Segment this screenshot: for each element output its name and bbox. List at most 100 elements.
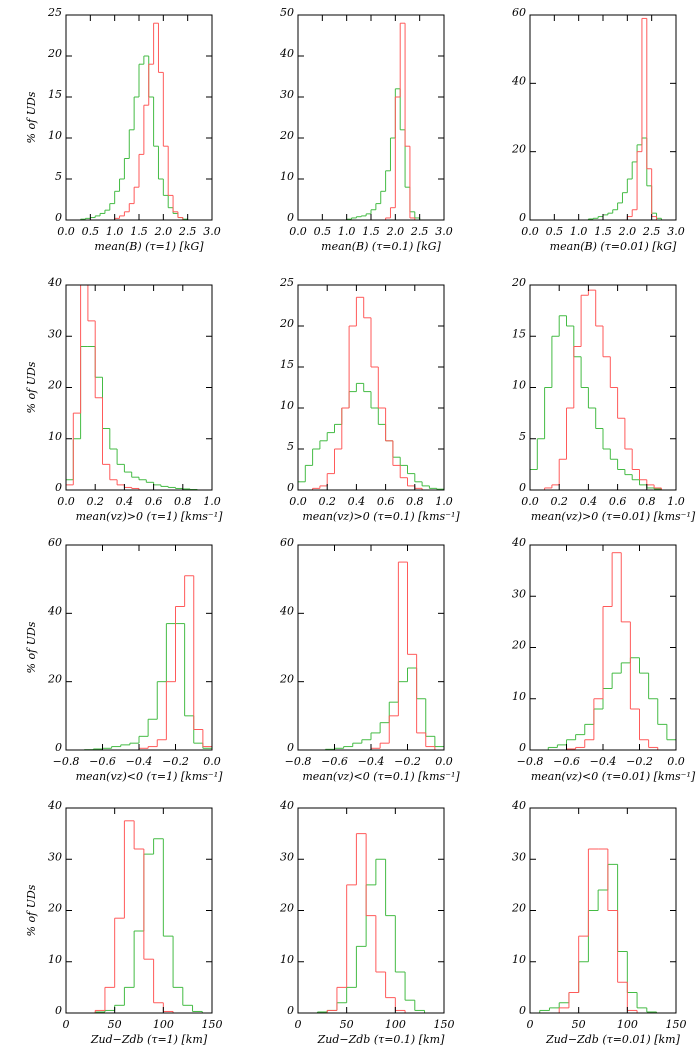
y-tick-label: 20 [279,129,294,142]
x-tick-label: 0.0 [289,495,307,508]
y-tick-label: 20 [279,673,294,686]
x-tick-label: 0.6 [145,495,163,508]
y-tick-label: 15 [280,358,294,371]
y-axis-label: % of UDs [25,884,38,936]
x-tick-label: 2.5 [410,225,429,238]
x-axis-label: mean(vz)>0 (τ=0.1) [kms⁻¹] [302,510,460,523]
y-tick-label: 0 [55,481,62,494]
y-tick-label: 20 [279,902,294,915]
x-axis-label: mean(vz)<0 (τ=0.1) [kms⁻¹] [302,770,460,783]
y-tick-label: 20 [511,143,526,156]
x-tick-label: 0.5 [314,225,332,238]
y-tick-label: 5 [287,440,294,453]
y-tick-label: 15 [48,88,62,101]
y-tick-label: 30 [280,88,294,101]
x-tick-label: 1.5 [362,225,380,238]
y-tick-label: 60 [280,536,294,549]
x-tick-label: −0.2 [162,755,189,768]
x-tick-label: 100 [385,1018,406,1031]
y-tick-label: 30 [512,850,526,863]
x-tick-label: 1.5 [594,225,612,238]
x-tick-label: 0.4 [348,495,366,508]
x-tick-label: −0.6 [321,755,348,768]
x-axis-label: mean(B) (τ=0.01) [kG] [550,240,677,253]
x-tick-label: 1.0 [338,225,356,238]
x-tick-label: 1.0 [435,495,453,508]
y-tick-label: 10 [280,953,294,966]
y-tick-label: 10 [48,430,62,443]
y-tick-label: 25 [279,276,294,289]
y-tick-label: 20 [511,639,526,652]
x-tick-label: 0.2 [550,495,568,508]
x-tick-label: 0.0 [667,755,685,768]
y-tick-label: 40 [511,799,526,812]
y-tick-label: 40 [47,276,62,289]
x-tick-label: 0.0 [521,225,539,238]
x-tick-label: 1.0 [570,225,588,238]
x-tick-label: 3.0 [435,225,453,238]
x-tick-label: −0.6 [553,755,580,768]
x-axis-label: mean(B) (τ=0.1) [kG] [321,240,441,253]
y-tick-label: 0 [519,211,526,224]
y-tick-label: 40 [511,536,526,549]
y-tick-label: 20 [47,47,62,60]
y-tick-label: 30 [48,327,62,340]
y-tick-label: 10 [48,953,62,966]
y-tick-label: 20 [279,317,294,330]
x-tick-label: 0 [63,1018,70,1031]
x-tick-label: 150 [202,1018,223,1031]
x-axis-label: Zud−Zdb (τ=0.1) [km] [317,1033,445,1046]
y-tick-label: 50 [280,6,294,19]
y-tick-label: 20 [47,673,62,686]
y-tick-label: 30 [48,850,62,863]
plot-frame [529,14,677,221]
x-tick-label: −0.8 [285,755,312,768]
x-tick-label: 0.0 [521,495,539,508]
x-tick-label: 0.5 [546,225,564,238]
x-tick-label: 0.0 [203,755,221,768]
y-tick-label: 0 [287,211,294,224]
x-tick-label: −0.2 [394,755,421,768]
x-tick-label: 2.0 [386,225,405,238]
x-tick-label: 1.0 [667,495,685,508]
y-tick-label: 10 [48,129,62,142]
y-tick-label: 60 [512,6,526,19]
y-tick-label: 30 [280,850,294,863]
x-tick-label: 0.4 [580,495,598,508]
x-tick-label: 2.0 [618,225,637,238]
x-tick-label: 0.2 [86,495,104,508]
y-tick-label: 0 [287,741,294,754]
x-axis-label: mean(B) (τ=1) [kG] [94,240,204,253]
plot-frame [297,14,445,221]
x-axis-label: mean(vz)<0 (τ=0.01) [kms⁻¹] [531,770,696,783]
plot-frame [529,807,677,1014]
x-tick-label: −0.4 [126,755,153,768]
y-tick-label: 0 [55,1004,62,1017]
y-tick-label: 20 [47,902,62,915]
x-tick-label: 0 [527,1018,534,1031]
plot-frame [65,14,213,221]
y-tick-label: 40 [279,47,294,60]
y-axis-label: % of UDs [25,91,38,143]
y-tick-label: 0 [519,1004,526,1017]
y-tick-label: 5 [55,170,62,183]
y-tick-label: 10 [512,379,526,392]
x-tick-label: 0.6 [609,495,627,508]
x-tick-label: 50 [108,1018,122,1031]
x-tick-label: 2.5 [642,225,661,238]
y-tick-label: 40 [279,799,294,812]
y-tick-label: 20 [47,379,62,392]
x-tick-label: 50 [340,1018,354,1031]
x-tick-label: 0 [295,1018,302,1031]
x-tick-label: 2.0 [154,225,173,238]
y-tick-label: 10 [280,170,294,183]
x-tick-label: 0.2 [318,495,336,508]
plot-frame [297,544,445,751]
y-tick-label: 20 [511,276,526,289]
x-tick-label: 3.0 [203,225,221,238]
plot-frame [65,807,213,1014]
x-tick-label: −0.8 [53,755,80,768]
y-tick-label: 0 [519,481,526,494]
x-tick-label: 0.6 [377,495,395,508]
